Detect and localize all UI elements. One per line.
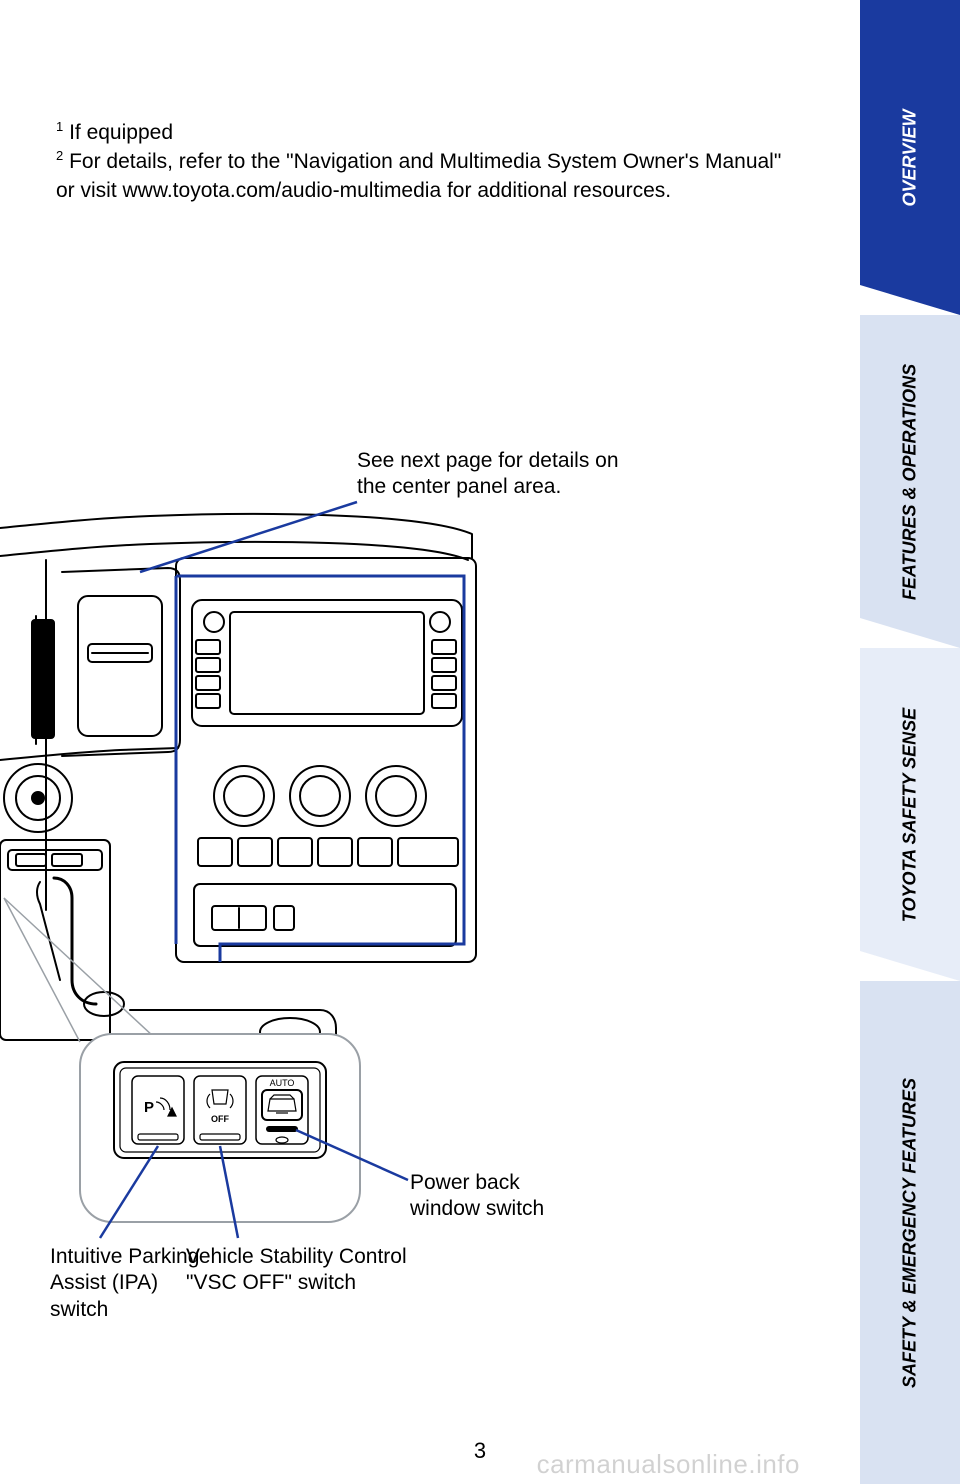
tab-features-label: FEATURES & OPERATIONS <box>900 363 921 599</box>
callout-vsc: Vehicle Stability Control "VSC OFF" swit… <box>186 1244 407 1297</box>
tab-tss-label: TOYOTA SAFETY SENSE <box>900 707 921 921</box>
watermark: carmanualsonline.info <box>537 1449 800 1480</box>
tab-overview-label: OVERVIEW <box>900 109 921 206</box>
callout-power-back-l2: window switch <box>410 1196 544 1222</box>
tab-features: FEATURES & OPERATIONS <box>860 315 960 648</box>
callout-ipa-l2: Assist (IPA) <box>50 1270 199 1296</box>
callout-ipa: Intuitive Parking Assist (IPA) switch <box>50 1244 199 1323</box>
tab-safety: SAFETY & EMERGENCY FEATURES <box>860 981 960 1484</box>
auto-label: AUTO <box>270 1078 295 1088</box>
tab-overview: OVERVIEW <box>860 0 960 315</box>
callout-vsc-l1: Vehicle Stability Control <box>186 1244 407 1270</box>
callout-power-back-l1: Power back <box>410 1170 544 1196</box>
callout-vsc-l2: "VSC OFF" switch <box>186 1270 407 1296</box>
tab-tss: TOYOTA SAFETY SENSE <box>860 648 960 981</box>
page-number: 3 <box>474 1438 486 1464</box>
vsc-off-label: OFF <box>211 1114 229 1124</box>
callout-power-back: Power back window switch <box>410 1170 544 1223</box>
parking-p-label: P <box>144 1099 154 1116</box>
callout-ipa-l3: switch <box>50 1297 199 1323</box>
callout-ipa-l1: Intuitive Parking <box>50 1244 199 1270</box>
tab-safety-label: SAFETY & EMERGENCY FEATURES <box>900 1077 921 1387</box>
